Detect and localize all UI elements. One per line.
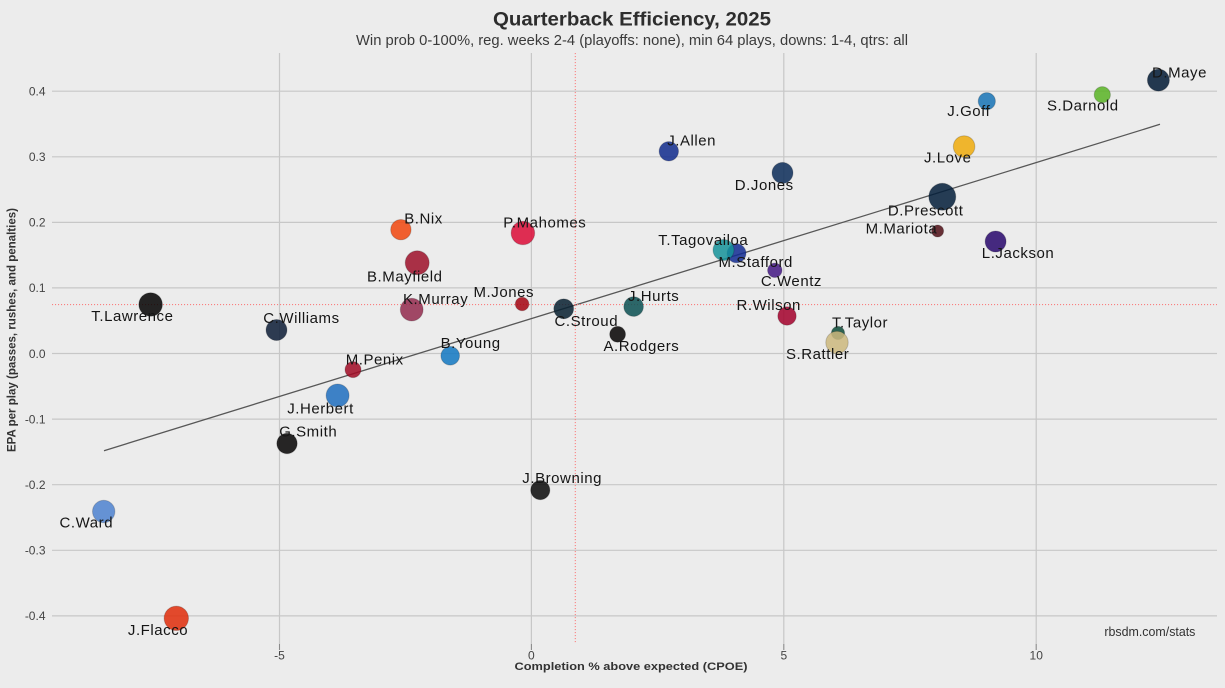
svg-text:C.Wentz: C.Wentz bbox=[761, 273, 822, 290]
svg-text:B.Nix: B.Nix bbox=[404, 211, 443, 228]
svg-text:L.Jackson: L.Jackson bbox=[982, 245, 1055, 262]
svg-text:J.Love: J.Love bbox=[924, 150, 972, 167]
svg-text:0: 0 bbox=[528, 648, 535, 662]
svg-text:D.Jones: D.Jones bbox=[735, 177, 794, 194]
svg-text:Completion % above expected (C: Completion % above expected (CPOE) bbox=[515, 661, 748, 673]
svg-text:C.Williams: C.Williams bbox=[263, 310, 339, 327]
svg-text:P.Mahomes: P.Mahomes bbox=[503, 215, 586, 232]
svg-text:R.Wilson: R.Wilson bbox=[737, 297, 801, 314]
svg-text:10: 10 bbox=[1030, 648, 1044, 662]
svg-text:C.Stroud: C.Stroud bbox=[555, 313, 619, 330]
svg-text:K.Murray: K.Murray bbox=[403, 291, 468, 308]
svg-text:T.Taylor: T.Taylor bbox=[832, 315, 888, 332]
svg-text:T.Tagovailoa: T.Tagovailoa bbox=[658, 232, 748, 249]
svg-text:J.Flacco: J.Flacco bbox=[128, 622, 188, 639]
svg-text:0.3: 0.3 bbox=[29, 150, 46, 164]
svg-text:A.Rodgers: A.Rodgers bbox=[604, 338, 680, 355]
svg-text:D.Maye: D.Maye bbox=[1152, 64, 1207, 81]
svg-text:G.Smith: G.Smith bbox=[279, 423, 337, 440]
svg-text:M.Penix: M.Penix bbox=[346, 351, 404, 368]
svg-text:-0.3: -0.3 bbox=[25, 544, 46, 558]
svg-text:J.Goff: J.Goff bbox=[947, 103, 990, 120]
svg-text:J.Hurts: J.Hurts bbox=[628, 288, 679, 305]
svg-text:5: 5 bbox=[780, 648, 787, 662]
svg-text:-0.1: -0.1 bbox=[25, 412, 46, 426]
svg-text:-0.2: -0.2 bbox=[25, 478, 46, 492]
svg-text:0.1: 0.1 bbox=[29, 281, 46, 295]
svg-text:Win prob 0-100%, reg. weeks 2-: Win prob 0-100%, reg. weeks 2-4 (playoff… bbox=[356, 33, 908, 49]
svg-text:J.Browning: J.Browning bbox=[522, 470, 602, 487]
svg-text:0.0: 0.0 bbox=[29, 347, 46, 361]
svg-text:T.Lawrence: T.Lawrence bbox=[91, 308, 173, 325]
svg-text:B.Mayfield: B.Mayfield bbox=[367, 268, 443, 285]
svg-text:M.Jones: M.Jones bbox=[474, 284, 535, 301]
svg-text:EPA per play (passes, rushes,: EPA per play (passes, rushes, and penalt… bbox=[7, 208, 19, 452]
svg-text:S.Darnold: S.Darnold bbox=[1047, 98, 1119, 115]
svg-text:J.Herbert: J.Herbert bbox=[287, 401, 354, 418]
svg-text:Quarterback Efficiency, 2025: Quarterback Efficiency, 2025 bbox=[493, 8, 771, 30]
svg-text:B.Young: B.Young bbox=[441, 335, 501, 352]
svg-text:0.2: 0.2 bbox=[29, 216, 46, 230]
svg-text:M.Mariota: M.Mariota bbox=[866, 221, 938, 238]
svg-text:0.4: 0.4 bbox=[29, 85, 46, 99]
svg-text:-5: -5 bbox=[274, 648, 285, 662]
svg-text:M.Stafford: M.Stafford bbox=[719, 254, 793, 271]
svg-text:C.Ward: C.Ward bbox=[60, 515, 114, 532]
svg-text:S.Rattler: S.Rattler bbox=[786, 346, 849, 363]
svg-text:D.Prescott: D.Prescott bbox=[888, 202, 964, 219]
svg-text:rbsdm.com/stats: rbsdm.com/stats bbox=[1104, 625, 1195, 639]
svg-text:J.Allen: J.Allen bbox=[667, 133, 716, 150]
svg-text:-0.4: -0.4 bbox=[25, 609, 46, 623]
